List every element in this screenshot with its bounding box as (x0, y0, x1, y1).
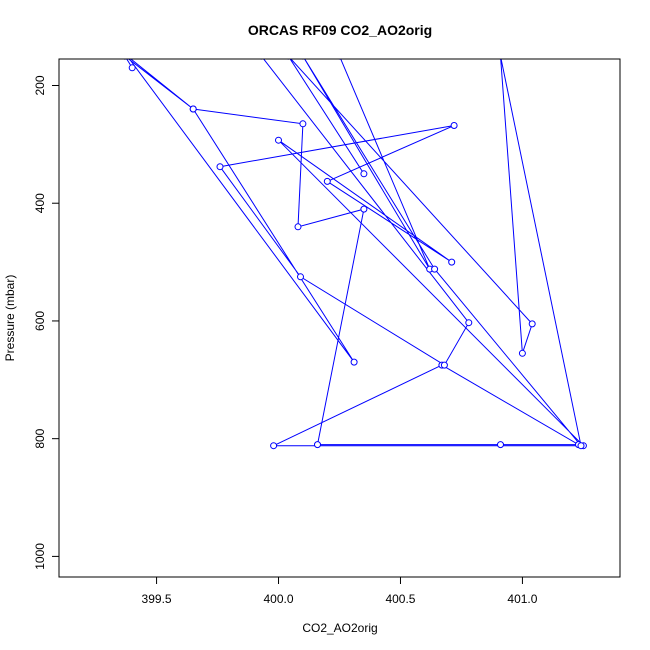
chart-title: ORCAS RF09 CO2_AO2orig (248, 22, 432, 38)
y-tick-label: 400 (33, 193, 47, 213)
data-point (577, 442, 585, 450)
data-point (518, 349, 526, 357)
data-point (297, 273, 304, 281)
data-point (128, 64, 136, 72)
data-point (294, 223, 302, 231)
y-tick-label: 600 (33, 311, 47, 331)
data-point (450, 122, 458, 129)
data-point (275, 136, 282, 144)
data-point (497, 441, 504, 449)
y-axis-label: Pressure (mbar) (3, 275, 17, 362)
y-tick-label: 200 (33, 75, 47, 95)
data-point (299, 120, 307, 128)
data-point (360, 170, 368, 178)
y-tick-label: 1000 (33, 543, 47, 570)
data-point (314, 441, 321, 449)
data-point (431, 265, 439, 273)
x-tick-label: 399.5 (142, 592, 172, 606)
data-point (270, 442, 278, 450)
x-axis-label: CO2_AO2orig (302, 621, 377, 635)
x-axis: 399.5 400.0 400.5 401.0 (142, 577, 538, 606)
x-tick-label: 401.0 (507, 592, 537, 606)
y-tick-label: 800 (33, 428, 47, 448)
x-tick-label: 400.0 (264, 592, 294, 606)
x-tick-label: 400.5 (385, 592, 415, 606)
y-axis: 200 400 600 800 1000 (33, 75, 59, 570)
data-point (323, 177, 331, 185)
plot-frame (58, 58, 621, 578)
data-point (189, 105, 197, 113)
data-point (448, 258, 456, 266)
data-point (360, 205, 368, 213)
data-point (440, 361, 448, 369)
data-point (465, 319, 473, 327)
data-point (216, 163, 224, 171)
data-point (350, 358, 358, 366)
data-point (528, 320, 536, 328)
